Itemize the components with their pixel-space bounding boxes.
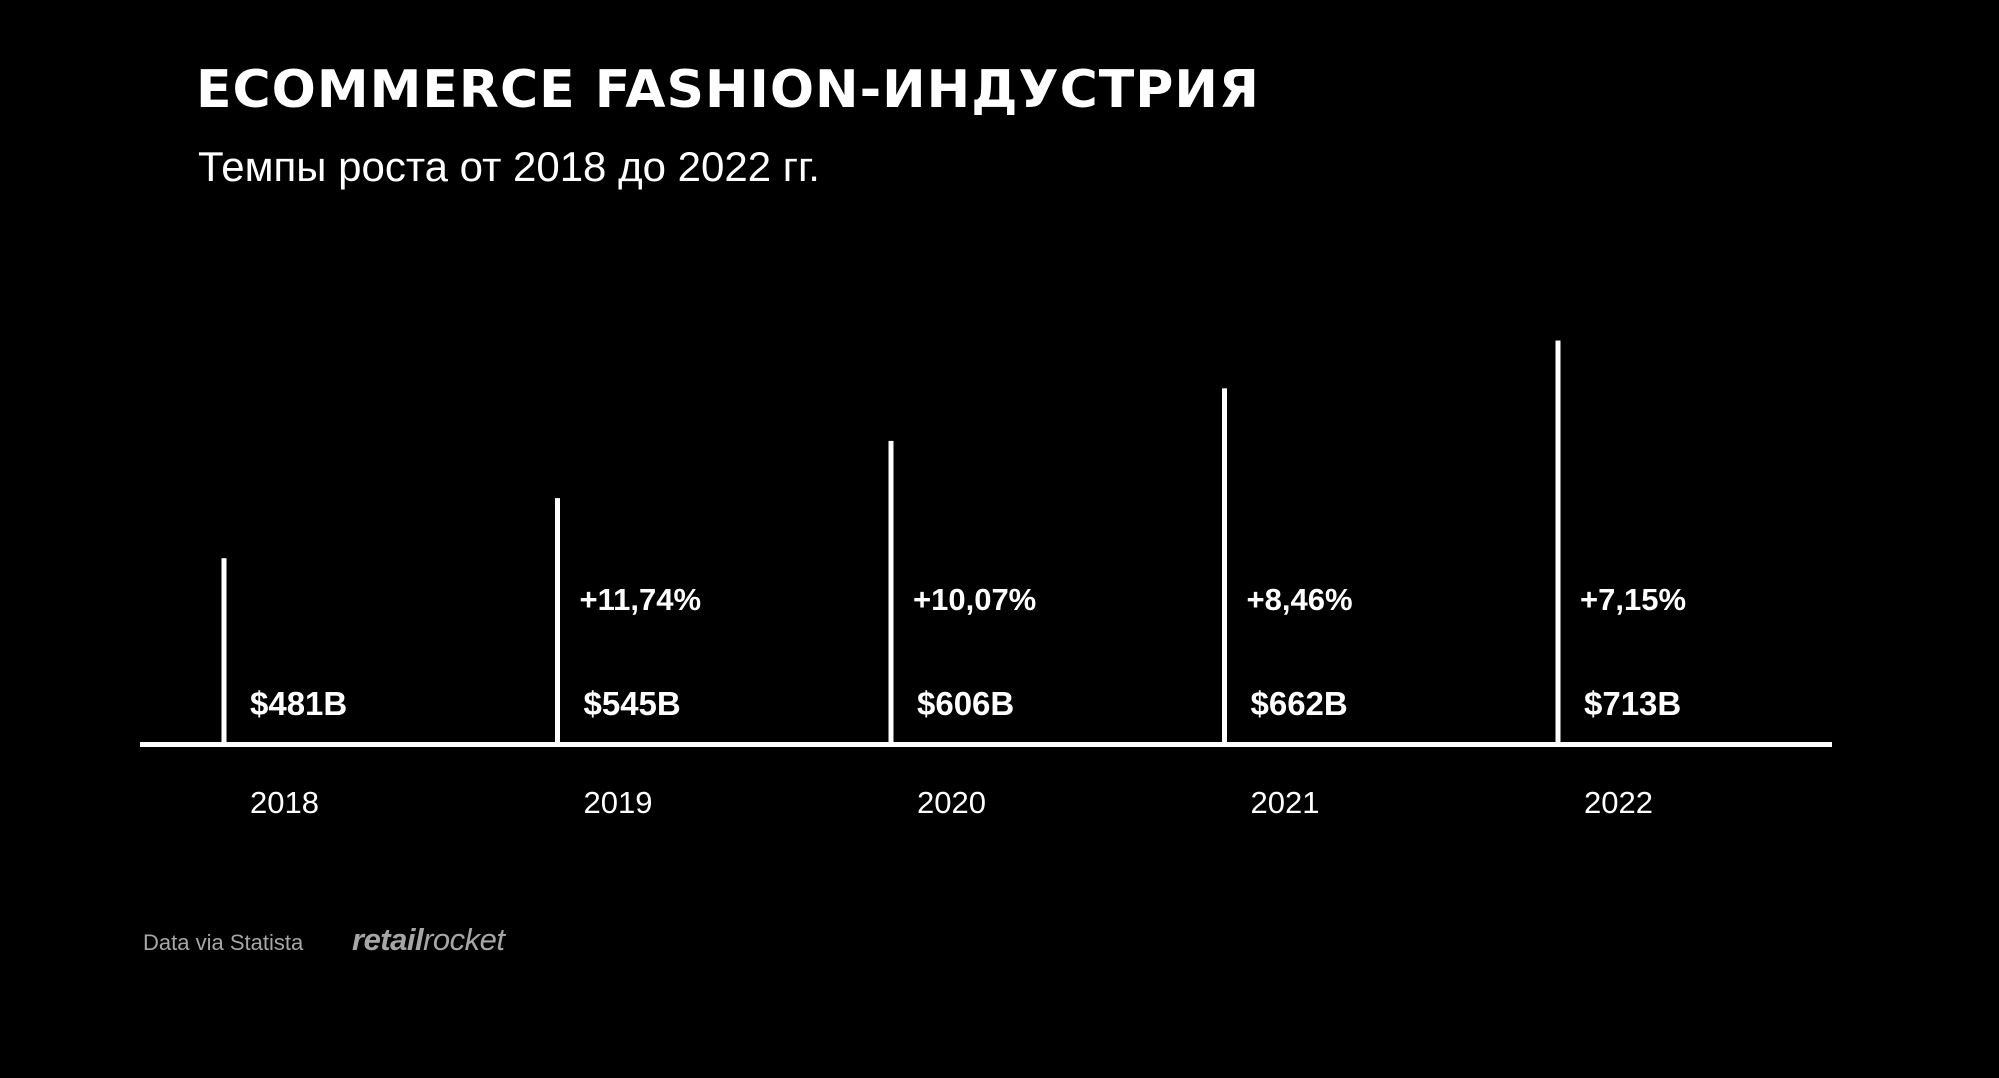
chart-subtitle: Темпы роста от 2018 до 2022 гг. [198,143,820,190]
chart-title: ECOMMERCE FASHION-ИНДУСТРИЯ [196,60,1260,120]
data-source-note: Data via Statista [143,930,304,955]
x-tick-label-2021: 2021 [1251,785,1320,820]
growth-label-2020: +10,07% [913,582,1036,617]
value-label-2020: $606B [917,685,1014,722]
bar-2020 [888,440,894,742]
bar-2018 [221,558,227,742]
retailrocket-logo: retailrocket [352,922,505,958]
x-tick-label-2018: 2018 [250,785,319,820]
value-label-2021: $662B [1251,685,1348,722]
bar-2019 [555,498,560,742]
x-tick-label-2022: 2022 [1584,785,1653,820]
logo-regular-part: rocket [423,922,505,957]
growth-label-2022: +7,15% [1580,582,1686,617]
value-label-2019: $545B [584,685,681,722]
value-label-2018: $481B [250,685,347,722]
bar-2022 [1555,340,1561,742]
growth-label-2019: +11,74% [580,582,702,617]
logo-bold-part: retail [352,922,424,957]
bar-2021 [1222,388,1227,742]
growth-label-2021: +8,46% [1247,582,1353,617]
x-tick-label-2019: 2019 [584,785,653,820]
chart-marks: $481B 2018 $545B +11,74% 2019 $606B +10,07% 202… [221,340,1686,820]
value-label-2022: $713B [1584,685,1681,722]
x-tick-label-2020: 2020 [917,785,986,820]
